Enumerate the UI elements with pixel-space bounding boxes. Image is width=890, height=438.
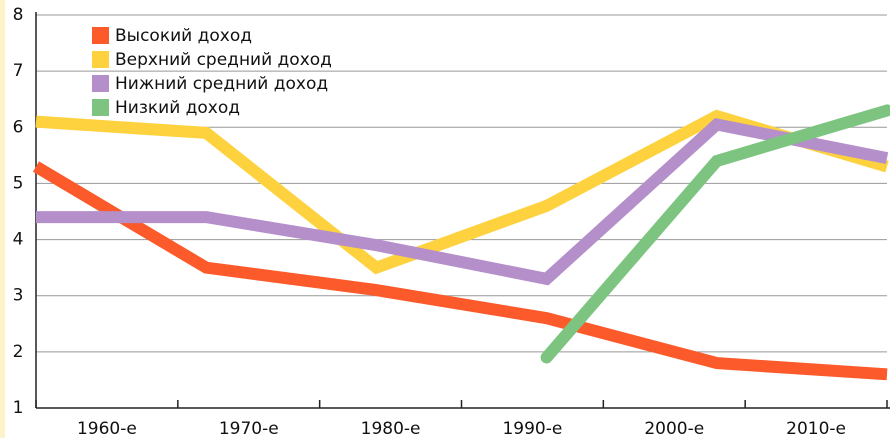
y-tick-label: 6 <box>13 117 24 137</box>
x-tick-label: 1980-е <box>361 419 421 438</box>
edge-strip <box>0 0 5 438</box>
x-tick-label: 1990-е <box>502 419 562 438</box>
y-tick-label: 8 <box>13 5 24 25</box>
series-line <box>36 118 889 286</box>
legend-label: Высокий доход <box>115 26 252 46</box>
series-line <box>540 104 890 364</box>
y-tick-label: 5 <box>13 173 24 193</box>
legend-label: Нижний средний доход <box>115 74 328 94</box>
x-tick-label: 1960-е <box>77 419 137 438</box>
legend-swatch <box>92 75 109 92</box>
series-line <box>32 161 888 381</box>
x-tick-label: 2010-е <box>786 419 846 438</box>
legend-swatch <box>92 27 109 44</box>
legend-swatch <box>92 99 109 116</box>
legend-label: Верхний средний доход <box>115 50 332 70</box>
y-tick-label: 3 <box>13 286 24 306</box>
x-tick-label: 1970-е <box>219 419 279 438</box>
legend-swatch <box>92 51 109 68</box>
legend-label: Низкий доход <box>115 98 240 118</box>
y-tick-label: 2 <box>13 342 24 362</box>
y-tick-label: 4 <box>13 230 24 250</box>
x-tick-label: 2000-е <box>644 419 704 438</box>
y-tick-label: 1 <box>13 398 24 418</box>
y-tick-label: 7 <box>13 61 24 81</box>
